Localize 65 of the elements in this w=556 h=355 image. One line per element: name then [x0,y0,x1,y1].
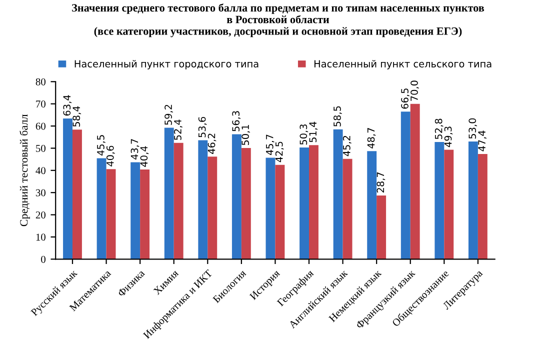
bar [130,162,140,260]
bar [198,140,208,260]
data-label: 59,2 [164,104,173,125]
data-label: 58,4 [72,106,82,127]
bar [434,142,444,260]
chart-title: Значения среднего тестового балла по предметам и по типам населенных пунктов в Ростовкой области (все категории участников, досрочный и основной этап проведения ЕГЭ) [72,4,484,38]
bar [140,170,150,260]
bar [309,145,318,260]
legend-label: Населенный пункт сельского типа [314,60,492,70]
bar [478,154,488,260]
bar [367,151,377,260]
bar [96,158,106,260]
data-label: 45,7 [266,134,274,156]
data-label: 63,4 [63,95,72,116]
data-label: 48,7 [367,128,376,148]
bar [342,158,352,260]
data-label: 51,4 [309,122,318,142]
bar [106,169,116,260]
bar [174,142,184,260]
data-label: 70,0 [410,80,419,101]
bar [300,148,310,260]
y-tick-label: 40 [36,167,46,174]
legend-label: Населенный пункт городского типа [74,60,258,70]
data-label: 56,3 [232,111,241,132]
data-label: 47,4 [478,130,486,152]
data-label: 53,0 [468,118,478,139]
data-label: 52,8 [434,118,444,140]
bar [266,158,276,260]
data-label: 66,5 [401,88,410,109]
y-axis-title: Средний тестовый балл [20,114,30,226]
y-tick-label: 30 [36,189,46,196]
data-label: 52,4 [174,120,182,140]
data-label: 40,4 [140,146,149,167]
y-tick-label: 80 [36,78,46,86]
bar [208,156,218,260]
bar [72,130,82,260]
data-label: 58,5 [334,106,342,126]
data-label: 50,3 [300,124,308,145]
bar [444,150,454,260]
data-label: 46,2 [208,134,216,154]
bar [241,148,251,260]
bar [410,104,420,260]
data-label: 45,2 [342,136,352,156]
bar [333,129,343,260]
bar [232,134,242,260]
data-label: 43,7 [130,139,140,160]
bar [164,128,174,260]
data-label: 28,7 [376,172,386,193]
y-tick-label: 20 [36,211,46,218]
data-label: 40,6 [106,146,115,166]
bar [376,195,386,260]
data-label: 42,5 [275,142,284,162]
y-tick-label: 10 [36,234,46,241]
bar [275,164,285,260]
y-tick-label: 60 [36,122,46,130]
bar [63,118,72,260]
data-label: 49,3 [444,126,453,148]
y-tick-label: 50 [36,144,46,152]
data-label: 50,1 [242,125,250,146]
data-label: 45,5 [97,135,106,156]
bar [468,142,478,260]
y-tick-label: 70 [36,100,46,108]
y-tick-label: 0 [41,256,46,263]
bar [400,112,410,260]
data-label: 53,6 [198,116,207,138]
